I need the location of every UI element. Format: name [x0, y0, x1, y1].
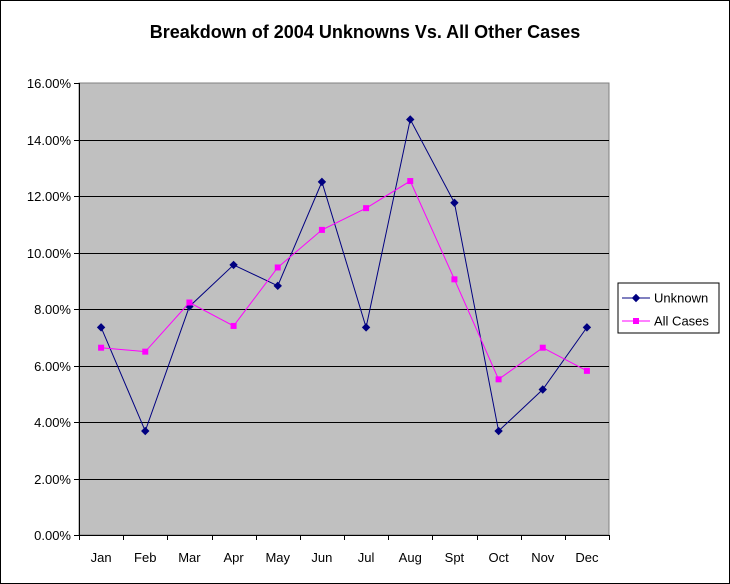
data-point — [451, 276, 458, 283]
y-tick-label: 16.00% — [27, 76, 72, 91]
x-tick-label: May — [265, 550, 290, 565]
data-point — [494, 426, 503, 436]
series-all-cases — [98, 178, 590, 383]
axes: 0.00% 2.00% 4.00% 6.00% 8.00% 10.00% 12.00% 14.… — [27, 76, 610, 565]
data-point — [317, 177, 327, 187]
x-tick-label: Oct — [488, 550, 509, 565]
data-point — [539, 344, 546, 351]
data-point — [96, 323, 106, 332]
x-tick-label: Nov — [531, 550, 555, 565]
y-tick-label: 12.00% — [27, 189, 72, 204]
data-point — [406, 115, 415, 124]
x-tick-label: Jul — [358, 550, 375, 565]
x-tick-label: Jan — [91, 550, 112, 565]
y-tick-label: 0.00% — [34, 528, 71, 543]
y-tick-label: 2.00% — [34, 472, 71, 487]
data-point — [230, 322, 237, 329]
y-tick-label: 4.00% — [34, 415, 71, 430]
data-point — [495, 376, 502, 383]
data-point — [582, 323, 592, 332]
data-point — [450, 198, 459, 207]
series-line — [100, 117, 588, 433]
legend-marker — [633, 318, 639, 324]
legend-label: Unknown — [654, 291, 708, 306]
legend-label: All Cases — [654, 314, 709, 329]
x-tick-label: Apr — [223, 550, 244, 565]
data-point — [141, 426, 150, 436]
data-point — [538, 385, 547, 394]
x-tick-label: Mar — [178, 550, 201, 565]
y-tick-label: 6.00% — [34, 359, 71, 374]
legend-box — [617, 282, 720, 334]
series-line — [101, 180, 588, 381]
data-point — [98, 344, 105, 351]
y-tick-label: 14.00% — [27, 133, 72, 148]
x-tick-label: Feb — [134, 550, 156, 565]
data-point — [363, 205, 370, 212]
series-layer — [96, 115, 592, 436]
data-point — [229, 260, 238, 270]
y-tick-label: 8.00% — [34, 302, 71, 317]
data-point — [186, 299, 193, 306]
legend-marker — [631, 293, 641, 303]
data-point — [273, 281, 282, 291]
data-point — [361, 323, 371, 332]
x-tick-label: Jun — [311, 550, 332, 565]
data-point — [318, 226, 325, 233]
data-point — [142, 348, 149, 355]
x-tick-label: Spt — [445, 550, 465, 565]
y-tick-label: 10.00% — [27, 246, 72, 261]
legend: Unknown All Cases — [617, 282, 720, 334]
x-tick-label: Aug — [399, 550, 422, 565]
chart-title: Breakdown of 2004 Unknowns Vs. All Other… — [150, 22, 580, 42]
data-point — [274, 264, 281, 271]
x-tick-label: Dec — [575, 550, 599, 565]
data-point — [407, 178, 414, 185]
data-point — [583, 367, 590, 374]
